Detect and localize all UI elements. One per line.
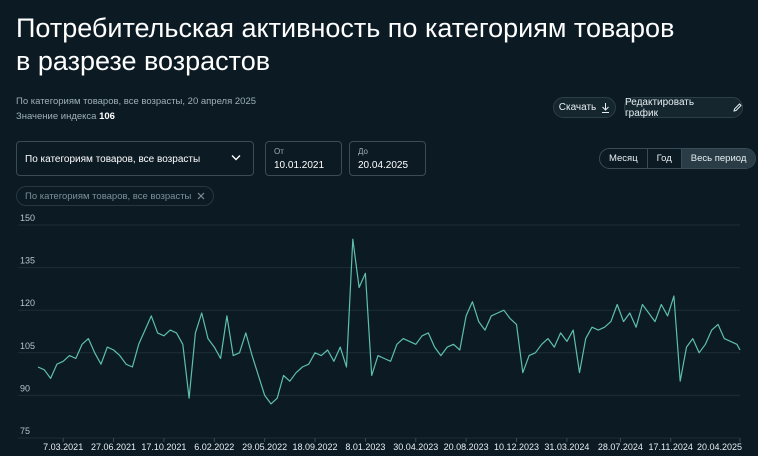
x-tick-label: 27.06.2021: [91, 442, 136, 452]
download-icon: [602, 102, 610, 113]
x-tick-label: 30.04.2023: [393, 442, 438, 452]
index-label: Значение индекса: [16, 111, 97, 122]
edit-button[interactable]: Редактировать график: [624, 96, 743, 119]
filter-chip[interactable]: По категориям товаров, все возрасты: [16, 186, 215, 206]
category-value: По категориям товаров, все возрасты: [25, 154, 201, 165]
y-tick-label: 120: [20, 298, 35, 308]
to-label: До: [358, 147, 368, 156]
chart: 75 90 105 120 135 150 7.03.2021 27.06.2021 17.10…: [18, 213, 742, 452]
x-tick-label: 20.08.2023: [444, 442, 489, 452]
edit-text: Редактировать график: [625, 96, 695, 119]
x-tick-label: 18.09.2022: [292, 442, 337, 452]
index-info: Значение индекса 106: [16, 111, 115, 122]
subtitle: По категориям товаров, все возрасты, 20 …: [16, 96, 257, 107]
from-value: 10.01.2021: [274, 160, 325, 171]
from-label: От: [274, 147, 284, 156]
to-field[interactable]: До 20.04.2025: [349, 141, 426, 176]
category-select[interactable]: По категориям товаров, все возрасты: [16, 141, 254, 176]
period-switch: Месяц Год Весь период: [599, 148, 757, 169]
x-tick-label: 17.11.2024: [649, 442, 693, 452]
title-line: Потребительская активность по категориям…: [16, 13, 675, 43]
y-tick-label: 135: [20, 256, 35, 266]
period-option[interactable]: Весь период: [681, 149, 756, 168]
x-tick-label: 28.07.2024: [598, 442, 643, 452]
edit-icon: [733, 103, 742, 112]
from-field[interactable]: От 10.01.2021: [265, 141, 342, 176]
x-tick-label: 6.02.2022: [194, 442, 234, 452]
index-value: 106: [99, 111, 115, 122]
period-option[interactable]: Месяц: [600, 149, 648, 168]
x-tick-label: 10.12.2023: [494, 442, 539, 452]
page-title: Потребительская активность по категориям…: [16, 12, 674, 78]
period-option[interactable]: Год: [648, 149, 682, 168]
x-tick-label: 8.01.2023: [345, 442, 385, 452]
download-button[interactable]: Скачать: [553, 97, 616, 118]
series-line: [37, 238, 741, 405]
to-value: 20.04.2025: [358, 160, 409, 171]
y-tick-label: 150: [20, 213, 35, 223]
download-text: Скачать: [558, 102, 597, 113]
x-tick-label: 29.05.2022: [242, 442, 287, 452]
y-tick-label: 90: [20, 383, 30, 393]
x-tick-label: 20.04.2025: [697, 442, 742, 452]
x-tick-label: 31.03.2024: [544, 442, 589, 452]
x-tick-label: 17.10.2021: [141, 442, 186, 452]
chip-text: По категориям товаров, все возрасты: [25, 190, 192, 202]
y-tick-label: 105: [20, 341, 35, 351]
title-line: в разрезе возрастов: [16, 46, 271, 76]
chevron-icon: [231, 155, 241, 161]
y-tick-label: 75: [20, 426, 30, 436]
chip-close-icon[interactable]: [197, 192, 205, 200]
x-tick-label: 7.03.2021: [43, 442, 83, 452]
